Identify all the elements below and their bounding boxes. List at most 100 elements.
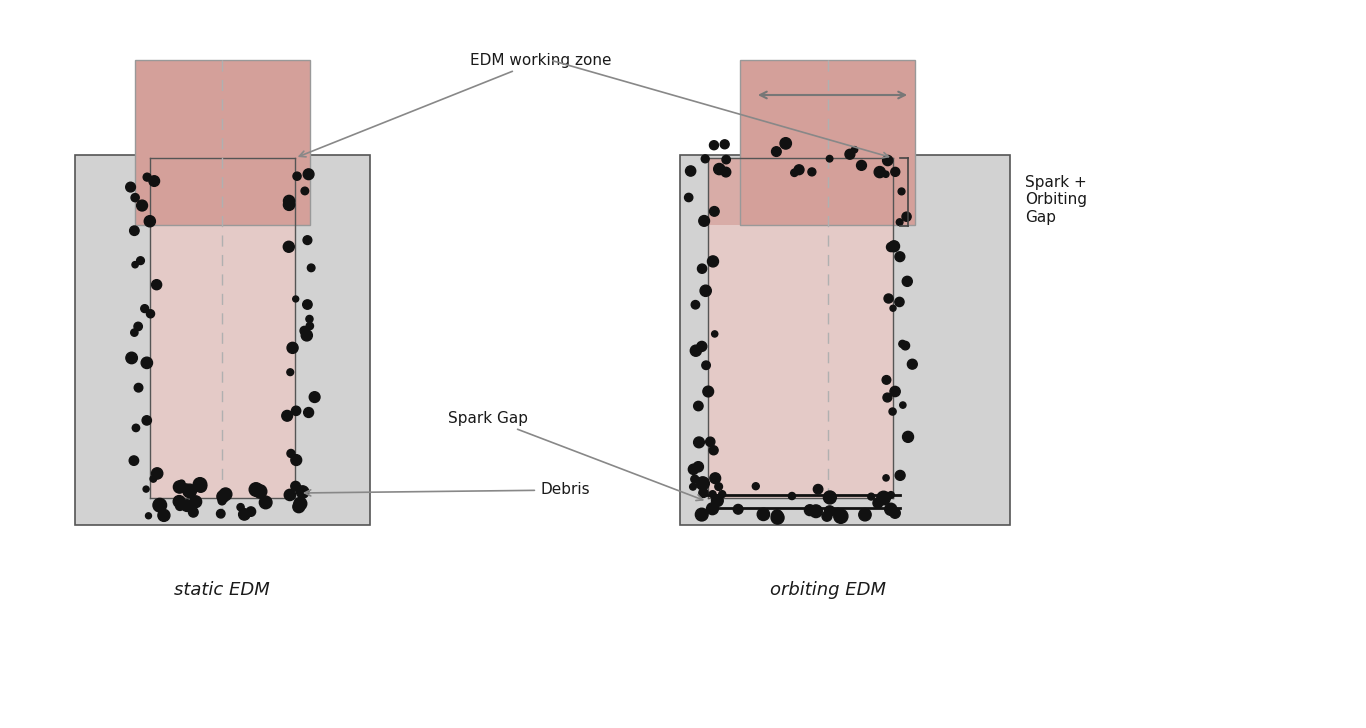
Point [294, 185, 316, 197]
Point [882, 302, 904, 314]
Point [153, 510, 175, 521]
Point [851, 159, 873, 171]
Point [709, 163, 731, 175]
Point [210, 508, 232, 520]
Point [279, 366, 301, 378]
Bar [135, 60, 310, 225]
Point [877, 392, 899, 403]
Point [877, 154, 899, 166]
Point [240, 506, 262, 518]
Point [694, 153, 716, 165]
Point [296, 234, 318, 246]
Point [281, 342, 303, 354]
Point [876, 374, 897, 386]
Point [254, 496, 276, 508]
Point [880, 489, 902, 501]
Point [695, 285, 717, 296]
Point [683, 464, 705, 475]
Bar [150, 158, 295, 225]
Point [775, 138, 796, 149]
Point [889, 470, 911, 481]
Point [854, 509, 876, 521]
Point [687, 400, 709, 412]
Point [753, 509, 775, 521]
Point [184, 496, 206, 507]
Point [135, 483, 157, 495]
Point [702, 488, 724, 500]
Point [896, 275, 918, 287]
Point [279, 489, 301, 501]
Point [788, 164, 810, 175]
Point [702, 256, 724, 267]
Point [279, 195, 301, 207]
Point [234, 509, 255, 521]
Point [134, 303, 156, 314]
Point [784, 167, 806, 178]
Point [699, 436, 721, 448]
Bar [150, 158, 295, 498]
Point [897, 431, 919, 443]
Point [296, 330, 318, 341]
Point [744, 480, 766, 492]
Point [277, 241, 299, 253]
Point [123, 455, 145, 467]
Point [212, 491, 234, 502]
Point [766, 512, 788, 523]
Point [891, 186, 912, 197]
Point [284, 480, 306, 492]
Point [138, 510, 160, 521]
Point [171, 478, 193, 489]
Point [189, 478, 210, 490]
Point [294, 325, 316, 336]
Point [839, 149, 861, 160]
Point [179, 485, 201, 496]
Point [130, 255, 152, 266]
Point [781, 490, 803, 502]
Point [135, 414, 157, 426]
Point [716, 154, 738, 165]
Point [902, 358, 923, 370]
Point [703, 328, 725, 340]
Point [126, 422, 148, 434]
Point [695, 360, 717, 371]
Point [714, 166, 736, 178]
Bar [680, 155, 1009, 525]
Point [168, 481, 190, 493]
Point [142, 473, 164, 485]
Point [301, 262, 322, 274]
Point [123, 327, 145, 339]
Point [149, 499, 171, 511]
Point [292, 486, 314, 498]
Point [190, 480, 212, 492]
Point [881, 405, 903, 417]
Point [693, 215, 714, 226]
Point [303, 391, 325, 403]
Point [680, 165, 702, 177]
Point [708, 480, 729, 492]
Point [691, 263, 713, 274]
Point [895, 340, 917, 352]
Point [702, 445, 724, 456]
Point [229, 502, 251, 513]
Point [214, 488, 236, 500]
Point [296, 298, 318, 310]
Point [727, 504, 749, 515]
Point [831, 510, 852, 522]
Point [298, 407, 320, 419]
Point [889, 251, 911, 263]
Point [279, 199, 301, 210]
Point [800, 166, 822, 178]
Point [684, 299, 706, 311]
Text: Debris: Debris [305, 483, 590, 497]
Point [176, 499, 198, 511]
Point [124, 191, 146, 203]
Point [861, 491, 882, 502]
Point [143, 175, 165, 187]
Point [697, 386, 719, 397]
Text: Spark +
Orbiting
Gap: Spark + Orbiting Gap [1024, 175, 1087, 225]
Point [880, 504, 902, 515]
Point [139, 308, 161, 320]
Point [705, 472, 727, 484]
Point [299, 320, 321, 332]
Point [288, 501, 310, 513]
